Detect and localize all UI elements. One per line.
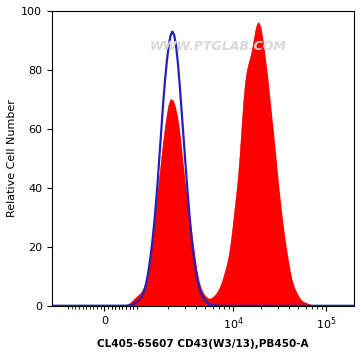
X-axis label: CL405-65607 CD43(W3/13),PB450-A: CL405-65607 CD43(W3/13),PB450-A xyxy=(97,339,309,349)
Text: WWW.PTGLAB.COM: WWW.PTGLAB.COM xyxy=(149,40,287,53)
Y-axis label: Relative Cell Number: Relative Cell Number xyxy=(7,99,17,217)
